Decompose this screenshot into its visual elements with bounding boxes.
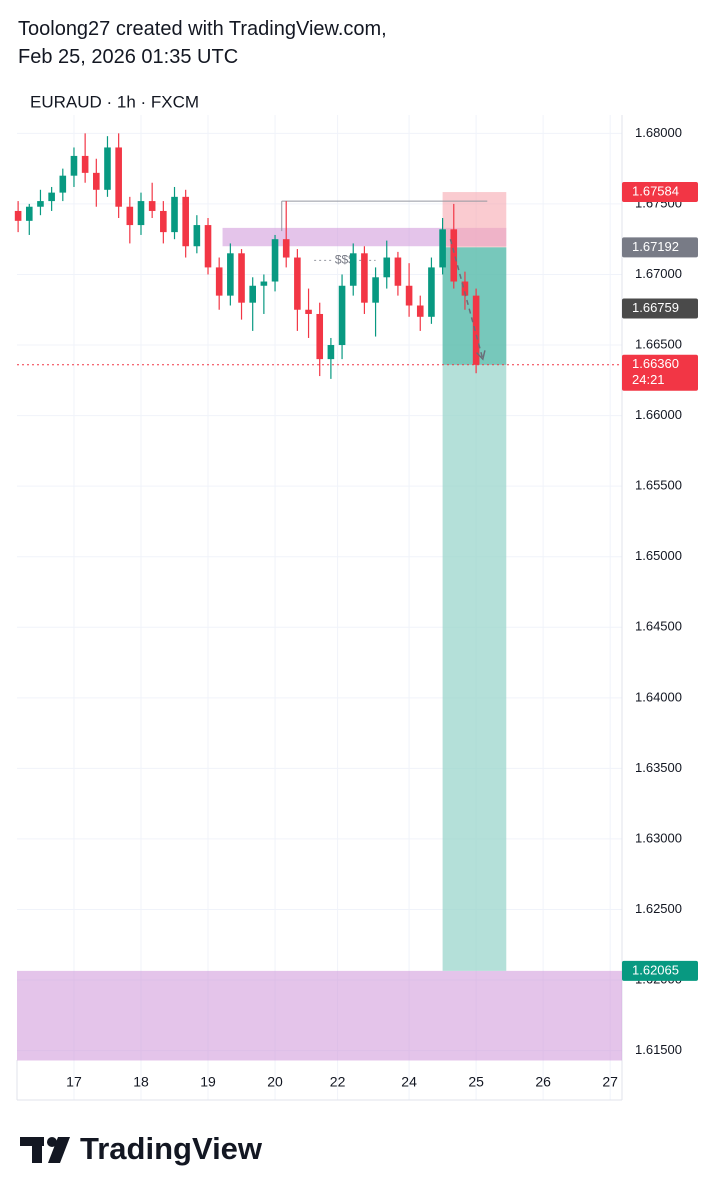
logo: TradingView — [20, 1131, 263, 1166]
candle-body — [383, 257, 391, 278]
candle-body — [227, 253, 234, 296]
x-tick-label: 27 — [602, 1074, 618, 1090]
y-tick-label: 1.64000 — [635, 689, 682, 704]
price-label-box — [622, 960, 698, 981]
candle-body — [372, 277, 379, 303]
candle-body — [48, 192, 55, 202]
y-tick-label: 1.68000 — [635, 125, 682, 140]
x-tick-label: 26 — [535, 1074, 551, 1090]
price-label-box — [622, 298, 698, 319]
price-label: 1.66759 — [632, 300, 679, 315]
price-label: 1.67584 — [632, 183, 679, 198]
y-tick-label: 1.65500 — [635, 478, 682, 493]
price-label-box — [622, 237, 698, 258]
zone — [17, 970, 622, 1061]
timestamp: Feb 25, 2026 01:35 UTC — [18, 46, 239, 68]
candle-body — [428, 267, 435, 317]
brand: TradingView — [80, 1131, 263, 1166]
candle-body — [316, 313, 324, 360]
candle-body — [238, 253, 245, 303]
candle-body — [171, 196, 178, 233]
x-tick-label: 18 — [133, 1074, 149, 1090]
y-tick-label: 1.66500 — [635, 336, 682, 351]
countdown: 24:21 — [632, 372, 665, 387]
chart-title: EURAUD · 1h · FXCM — [30, 92, 199, 111]
x-tick-label: 20 — [267, 1074, 283, 1090]
candle-body — [249, 285, 256, 303]
logo-mark — [48, 1137, 70, 1163]
candle-body — [81, 155, 89, 173]
price-label-box — [622, 182, 698, 203]
arrow-line — [449, 238, 484, 360]
candle-body — [260, 281, 268, 286]
candle-body — [25, 206, 33, 221]
candle-body — [93, 172, 100, 190]
logo-mark — [47, 1137, 57, 1147]
candle-body — [115, 147, 122, 207]
y-tick-label: 1.64500 — [635, 619, 682, 634]
y-tick-label: 1.61500 — [635, 1042, 682, 1057]
y-tick-label: 1.63500 — [635, 760, 682, 775]
y-tick-label: 1.66000 — [635, 407, 682, 422]
candle-body — [37, 201, 44, 207]
zone — [222, 227, 507, 247]
price-label: 1.66360 — [632, 356, 679, 371]
candle-body — [416, 305, 424, 317]
price-label: 1.67192 — [632, 239, 679, 254]
x-tick-label: 19 — [200, 1074, 216, 1090]
candle-body — [126, 206, 134, 226]
candle-body — [160, 210, 167, 233]
price-label-box — [622, 354, 698, 391]
candle-body — [193, 225, 201, 247]
candle-body — [349, 253, 357, 286]
candle-body — [70, 155, 78, 176]
y-tick-label: 1.62500 — [635, 901, 682, 916]
candle-body — [137, 201, 145, 226]
candle-body — [271, 239, 279, 282]
arrow-head — [476, 350, 486, 361]
x-tick-label: 24 — [401, 1074, 417, 1090]
candle-body — [305, 309, 312, 314]
candle-body — [461, 281, 469, 296]
author-line: Toolong27 created with TradingView.com, — [18, 18, 387, 40]
x-tick-label: 22 — [330, 1074, 346, 1090]
candle-body — [294, 257, 301, 310]
price-label: 1.62065 — [632, 962, 679, 977]
target-zone — [442, 247, 507, 971]
candle-body — [394, 257, 402, 286]
candle-body — [14, 210, 22, 221]
candle-body — [361, 253, 368, 303]
x-tick-label: 25 — [468, 1074, 484, 1090]
candle-body — [104, 147, 111, 190]
candle-body — [338, 285, 346, 346]
candle-body — [148, 201, 156, 211]
candle-body — [472, 295, 480, 365]
x-tick-label: 17 — [66, 1074, 82, 1090]
y-tick-label: 1.65000 — [635, 548, 682, 563]
candle-body — [59, 175, 67, 193]
candle-body — [405, 285, 413, 306]
candle-body — [204, 225, 212, 268]
candle-body — [450, 229, 458, 282]
candle-body — [439, 229, 446, 268]
y-tick-label: 1.67000 — [635, 266, 682, 281]
candle-body — [282, 239, 290, 258]
logo-mark — [32, 1137, 42, 1163]
candle-body — [182, 196, 189, 247]
candle-body — [215, 267, 223, 296]
y-tick-label: 1.63000 — [635, 830, 682, 845]
candle-body — [327, 345, 335, 360]
